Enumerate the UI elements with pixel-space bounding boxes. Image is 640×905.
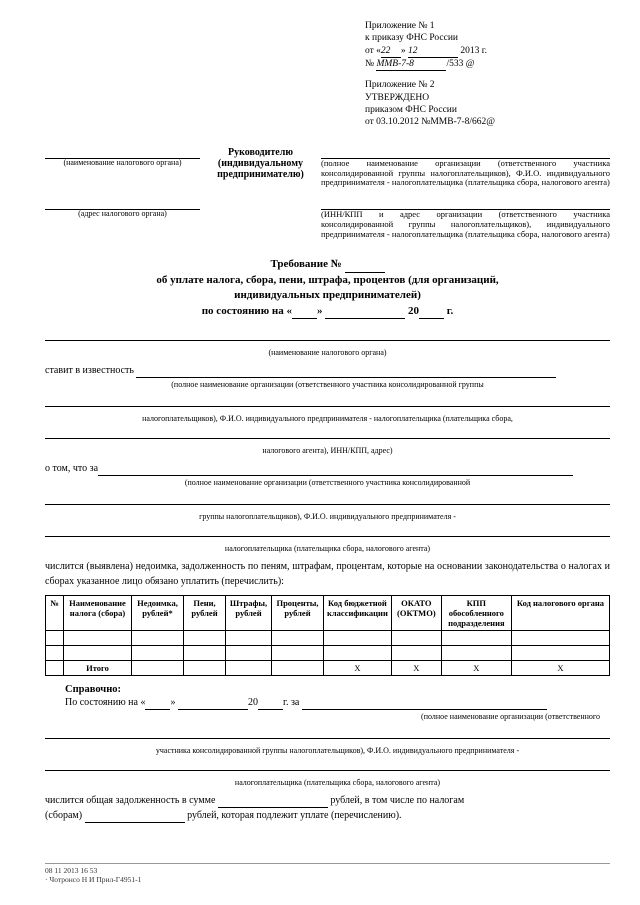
- title-block: Требование № об уплате налога, сбора, пе…: [45, 257, 610, 319]
- otom-line: о том, что за: [45, 461, 610, 476]
- appendix2-line2: УТВЕРЖДЕНО: [365, 92, 610, 104]
- spravka-date-line: По состоянию на « » 20 г. за: [65, 695, 610, 710]
- title-line1: Требование №: [45, 257, 610, 272]
- text: г.: [447, 305, 454, 317]
- title-date: по состоянию на « » 20 г.: [45, 304, 610, 319]
- table-row-itogo: Итого X X X X: [46, 660, 610, 675]
- text: предпринимателю): [208, 169, 313, 180]
- appendix2-line1: Приложение № 2: [365, 79, 610, 91]
- th-nedoimka: Недоимка, рублей*: [132, 595, 184, 630]
- caption: (полное наименование организации (ответс…: [65, 711, 610, 723]
- tax-org-field: (наименование налогового органа): [45, 147, 200, 168]
- text: (сборам): [45, 810, 82, 821]
- caption: налогоплательщика (плательщика сбора, на…: [65, 777, 610, 789]
- title-line3: индивидуальных предпринимателей): [45, 288, 610, 303]
- appendix1-line1: Приложение № 1: [365, 20, 610, 32]
- header-row-2: (адрес налогового органа) (ИНН/КПП и адр…: [45, 198, 610, 239]
- th-shtraf: Штрафы, рублей: [226, 595, 272, 630]
- caption: (наименование налогового органа): [45, 347, 610, 359]
- appendix-1-block: Приложение № 1 к приказу ФНС России от «…: [365, 20, 610, 71]
- arrears-table: № Наименование налога (сбора) Недоимка, …: [45, 595, 610, 676]
- caption: налогового агента), ИНН/КПП, адрес): [45, 445, 610, 457]
- caption: (полное наименование организации (ответс…: [45, 379, 610, 391]
- appendix1-line2: к приказу ФНС России: [365, 32, 610, 44]
- text: от «: [365, 46, 381, 56]
- text: рублей, в том числе по налогам: [330, 795, 464, 806]
- text: о том, что за: [45, 463, 98, 474]
- table-row: [46, 630, 610, 645]
- spravka-block: По состоянию на « » 20 г. за (полное наиме…: [65, 695, 610, 789]
- text: »: [401, 46, 408, 56]
- caption: (ИНН/КПП и адрес организации (ответствен…: [321, 210, 610, 239]
- header-row-1: (наименование налогового органа) Руковод…: [45, 147, 610, 188]
- caption: (наименование налогового органа): [45, 159, 200, 168]
- footer-line2: · Чотронсо Н И Прил-Г4951-1: [45, 875, 610, 884]
- org-name-caption: (полное наименование организации (ответс…: [321, 147, 610, 188]
- x-cell: X: [324, 660, 392, 675]
- footer-line1: 08 11 2013 16 53: [45, 866, 610, 875]
- spravka-para: числится общая задолженность в сумме руб…: [45, 793, 610, 823]
- recipient-block: Руководителю (индивидуальному предприним…: [208, 147, 313, 180]
- x-cell: X: [391, 660, 441, 675]
- text: г. за: [283, 697, 299, 708]
- x-cell: X: [511, 660, 609, 675]
- text: 20: [248, 697, 258, 708]
- appendix-2-block: Приложение № 2 УТВЕРЖДЕНО приказом ФНС Р…: [365, 79, 610, 128]
- hand-day: 22: [381, 45, 401, 58]
- text: »: [170, 697, 175, 708]
- table-row: [46, 645, 610, 660]
- document-page: Приложение № 1 к приказу ФНС России от «…: [0, 0, 640, 894]
- caption: участника консолидированной группы налог…: [65, 745, 610, 757]
- appendix1-date: от «22» 12 2013 г.: [365, 45, 610, 58]
- text: (индивидуальному: [208, 158, 313, 169]
- th-peni: Пени, рублей: [184, 595, 226, 630]
- text: »: [317, 305, 323, 317]
- text: 2013 г.: [460, 46, 487, 56]
- caption: (адрес налогового органа): [45, 210, 200, 219]
- caption: (полное наименование организации (ответс…: [321, 159, 610, 188]
- appendix2-line4: от 03.10.2012 №ММВ-7-8/662@: [365, 116, 610, 128]
- addr-field: (адрес налогового органа): [45, 198, 200, 219]
- th-kod: Код налогового органа: [511, 595, 609, 630]
- appendix1-num: № ММВ-7-8/533 @: [365, 58, 610, 71]
- text: /533 @: [446, 59, 474, 69]
- th-proc: Проценты, рублей: [272, 595, 324, 630]
- itogo-label: Итого: [64, 660, 132, 675]
- x-cell: X: [441, 660, 511, 675]
- spravka-title: Справочно:: [65, 684, 610, 695]
- inn-caption: (ИНН/КПП и адрес организации (ответствен…: [321, 198, 610, 239]
- stavit-line: ставит в известность: [45, 363, 610, 378]
- hand-num: ММВ-7-8: [376, 58, 446, 71]
- caption: (полное наименование организации (ответс…: [45, 477, 610, 489]
- text: ставит в известность: [45, 365, 134, 376]
- text: по состоянию на «: [202, 305, 292, 317]
- text: 20: [408, 305, 419, 317]
- text: №: [365, 59, 374, 69]
- text: рублей, которая подлежит уплате (перечис…: [187, 810, 401, 821]
- th-kpp: КПП обособленного подразделения: [441, 595, 511, 630]
- title-line2: об уплате налога, сбора, пени, штрафа, п…: [45, 273, 610, 288]
- text: Требование №: [270, 258, 341, 270]
- text: Руководителю: [208, 147, 313, 158]
- text: числится общая задолженность в сумме: [45, 795, 215, 806]
- th-num: №: [46, 595, 64, 630]
- caption: группы налогоплательщиков), Ф.И.О. индив…: [45, 511, 610, 523]
- th-okato: ОКАТО (ОКТМО): [391, 595, 441, 630]
- table-header-row: № Наименование налога (сбора) Недоимка, …: [46, 595, 610, 630]
- th-name: Наименование налога (сбора): [64, 595, 132, 630]
- body-para: числится (выявлена) недоимка, задолженно…: [45, 559, 610, 589]
- body-block: (наименование налогового органа) ставит …: [45, 329, 610, 589]
- appendix2-line3: приказом ФНС России: [365, 104, 610, 116]
- hand-month: 12: [408, 45, 458, 58]
- caption: налогоплательщиков), Ф.И.О. индивидуальн…: [45, 413, 610, 425]
- page-footer: 08 11 2013 16 53 · Чотронсо Н И Прил-Г49…: [45, 863, 610, 884]
- th-kbk: Код бюджетной классификации: [324, 595, 392, 630]
- text: По состоянию на «: [65, 697, 145, 708]
- caption: налогоплательщика (плательщика сбора, на…: [45, 543, 610, 555]
